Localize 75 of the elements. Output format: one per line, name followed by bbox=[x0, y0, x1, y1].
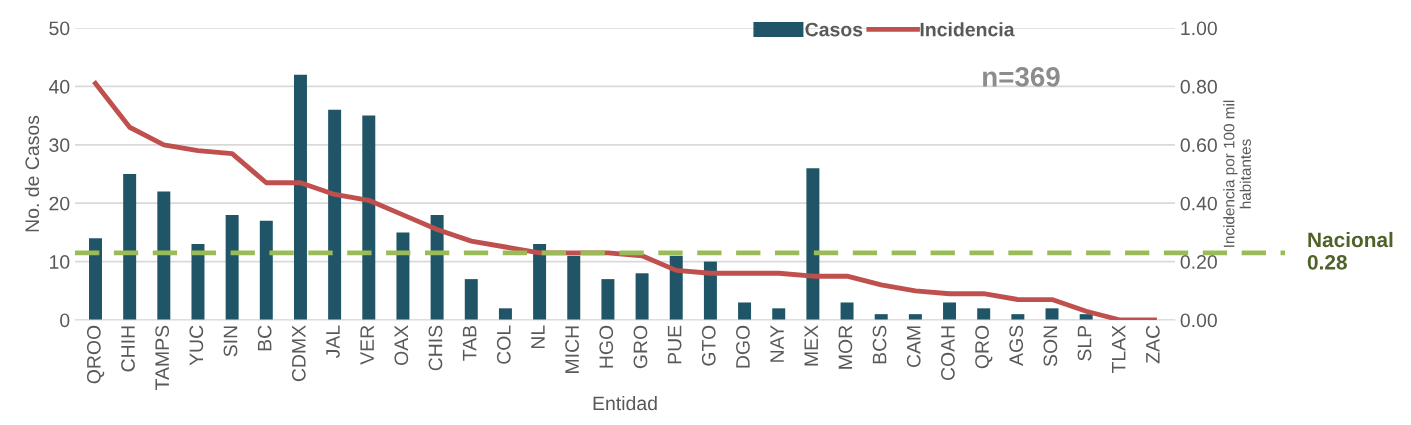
x-tick-label: JAL bbox=[326, 325, 340, 359]
bar bbox=[1045, 308, 1059, 320]
bar bbox=[362, 115, 376, 320]
bar bbox=[123, 174, 137, 320]
y2-tick-label: 1.00 bbox=[1181, 21, 1217, 36]
bar bbox=[669, 255, 683, 320]
x-tick-label: BCS bbox=[872, 325, 887, 364]
x-tick-label: QROO bbox=[86, 325, 105, 384]
y2-tick-label: 0.60 bbox=[1180, 138, 1217, 153]
x-tick-label: NL bbox=[531, 325, 545, 349]
x-tick-label: QRO bbox=[975, 325, 993, 369]
bar bbox=[840, 302, 854, 320]
x-tick-label: BC bbox=[257, 325, 272, 351]
x-tick-label: AGS bbox=[1009, 325, 1024, 366]
x-tick-label: GTO bbox=[701, 325, 716, 366]
y-tick-label: 30 bbox=[49, 138, 70, 153]
x-tick-label: VER bbox=[360, 325, 374, 365]
bar bbox=[601, 279, 615, 320]
x-tick-label: OAX bbox=[394, 325, 409, 365]
x-tick-label: TAB bbox=[462, 325, 477, 361]
ref-line-label: Nacional 0.28 bbox=[1307, 231, 1393, 270]
x-tick-label: GRO bbox=[633, 325, 648, 369]
bar bbox=[157, 191, 171, 320]
legend-label: Casos bbox=[805, 22, 863, 37]
bar bbox=[772, 308, 786, 320]
legend-label: Incidencia bbox=[920, 22, 1015, 37]
x-tick-label: MOR bbox=[838, 325, 853, 369]
y2-tick-label: 0.00 bbox=[1180, 313, 1217, 328]
x-tick-label: HGO bbox=[599, 325, 614, 368]
bar bbox=[396, 232, 410, 320]
bar bbox=[738, 302, 752, 320]
x-tick-label: CAM bbox=[906, 326, 921, 368]
y2-tick-label: 0.20 bbox=[1180, 255, 1217, 269]
bar bbox=[533, 244, 547, 320]
bar bbox=[635, 273, 649, 320]
x-axis-title: Entidad bbox=[593, 395, 657, 411]
x-tick-label: SLP bbox=[1077, 325, 1092, 361]
y2-tick-label: 0.80 bbox=[1180, 79, 1217, 94]
bar bbox=[259, 220, 273, 320]
bar bbox=[89, 238, 102, 320]
x-tick-label: MICH bbox=[565, 326, 579, 373]
x-tick-label: NAY bbox=[770, 325, 784, 362]
x-tick-label: CDMX bbox=[291, 325, 306, 382]
x-tick-label: CHIS bbox=[428, 325, 443, 371]
y-axis-title: No. de Casos bbox=[24, 115, 40, 232]
bar bbox=[191, 244, 205, 320]
bar bbox=[328, 109, 342, 320]
bar bbox=[806, 168, 820, 320]
y-tick-label: 0 bbox=[60, 313, 70, 328]
x-tick-label: MEX bbox=[804, 325, 818, 366]
bar bbox=[977, 308, 991, 320]
bar bbox=[293, 74, 307, 320]
bar bbox=[498, 308, 512, 320]
y-tick-label: 20 bbox=[49, 196, 70, 211]
x-tick-label: YUC bbox=[189, 325, 204, 366]
bar bbox=[464, 279, 478, 320]
y2-axis-title: Incidencia por 100 mil habitantes bbox=[1223, 100, 1251, 247]
y2-tick-label: 0.40 bbox=[1180, 196, 1217, 211]
y-tick-label: 10 bbox=[50, 255, 70, 269]
x-tick-label: CHIH bbox=[121, 326, 135, 372]
bar bbox=[567, 255, 581, 320]
x-tick-label: SON bbox=[1043, 326, 1058, 367]
x-tick-label: TLAX bbox=[1111, 325, 1126, 374]
y-tick-label: 50 bbox=[49, 21, 70, 36]
x-tick-label: DGO bbox=[736, 325, 750, 368]
x-tick-label: ZAC bbox=[1145, 325, 1160, 364]
x-tick-label: PUE bbox=[667, 325, 682, 364]
y-tick-label: 40 bbox=[48, 79, 70, 94]
x-tick-label: SIN bbox=[223, 326, 238, 357]
x-tick-label: COL bbox=[496, 325, 511, 364]
bar bbox=[943, 302, 957, 320]
x-tick-label: COAH bbox=[940, 326, 955, 381]
annotation: n=369 bbox=[983, 67, 1060, 87]
bar bbox=[225, 214, 239, 320]
x-tick-label: TAMPS bbox=[155, 325, 170, 390]
